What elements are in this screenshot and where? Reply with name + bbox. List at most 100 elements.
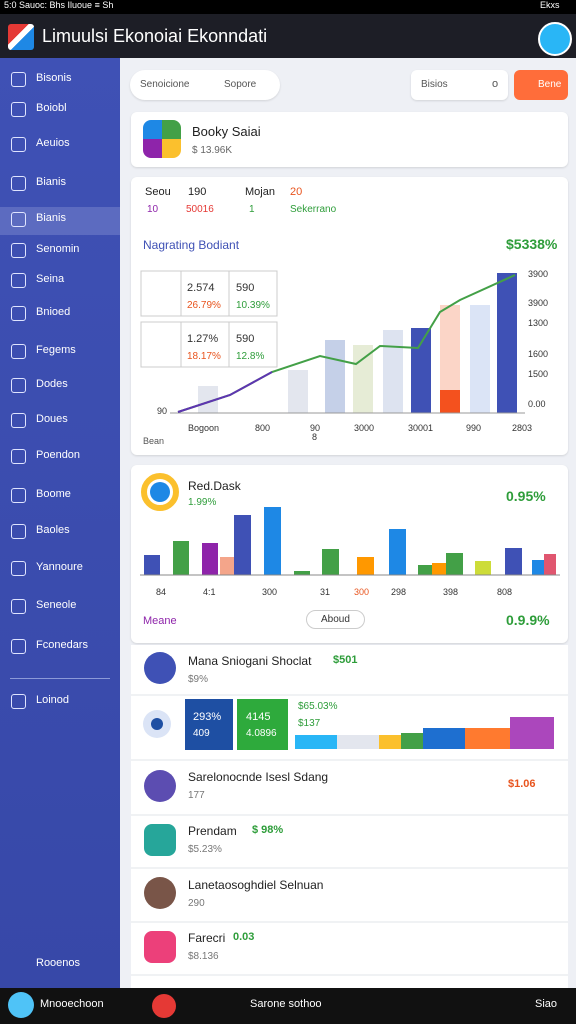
second-chart-bars xyxy=(140,473,560,576)
nav-item[interactable]: Poendon xyxy=(36,449,81,461)
tile-value: 409 xyxy=(193,728,210,739)
tile-value: 2.574 xyxy=(187,282,215,294)
nav-item[interactable]: Bisonis xyxy=(36,72,72,84)
nav-item[interactable]: Yannoure xyxy=(36,561,83,573)
nav-item[interactable]: Seina xyxy=(36,273,65,285)
axis-label: 808 xyxy=(497,587,513,597)
row-title[interactable]: Farecri xyxy=(188,931,226,945)
action-button[interactable] xyxy=(514,70,568,100)
row-badge: $ 98% xyxy=(252,824,284,836)
row-title[interactable]: Prendam xyxy=(188,824,237,838)
stats-row-graphics xyxy=(143,699,554,750)
profile-name: Booky Saiai xyxy=(192,124,261,139)
row-title[interactable]: Lanetaosoghdiel Selnuan xyxy=(188,878,324,892)
axis-label: 3900 xyxy=(528,269,549,279)
button-label[interactable]: Bene xyxy=(538,79,562,90)
tile-value: 4145 xyxy=(246,711,271,723)
divider xyxy=(10,678,110,679)
nav-item[interactable]: Fconedars xyxy=(36,639,88,651)
axis-label: 8 xyxy=(312,432,318,442)
nav-icon xyxy=(11,72,26,87)
search-input[interactable]: Senoicione xyxy=(140,79,190,90)
axis-label: 2803 xyxy=(512,423,533,433)
chart-title: Nagrating Bodiant xyxy=(143,238,240,252)
stat-value: 10 xyxy=(147,204,159,215)
header xyxy=(0,14,576,58)
status-text: 5:0 Sauoc: Bhs Iluoue ≡ Sh xyxy=(4,0,114,10)
chart-subtitle: 1.99% xyxy=(188,497,217,508)
axis-label: 4:1 xyxy=(203,587,216,597)
username: Mnooechoon xyxy=(40,998,104,1010)
row-title[interactable]: Mana Sniogani Shoclat xyxy=(188,654,312,668)
axis-label: 90 xyxy=(157,406,168,416)
nav-icon xyxy=(11,243,26,258)
axis-label: 990 xyxy=(466,423,482,433)
row-badge: $1.06 xyxy=(508,778,536,790)
nav-item[interactable]: Bnioed xyxy=(36,306,71,318)
row-badge: $501 xyxy=(333,654,358,666)
nav-item[interactable]: Baoles xyxy=(36,524,70,536)
toggle[interactable]: o xyxy=(492,78,499,90)
row-title[interactable]: Sarelonocnde Isesl Sdang xyxy=(188,770,329,784)
record-button[interactable] xyxy=(152,994,176,1018)
nav-item[interactable]: Senomin xyxy=(36,243,80,255)
nav-icon xyxy=(11,212,26,227)
tile-value: 26.79% xyxy=(187,300,221,311)
nav-item[interactable]: Seneole xyxy=(36,599,77,611)
nav-item[interactable]: Loinod xyxy=(36,694,70,706)
row-subtitle: 177 xyxy=(188,790,205,801)
tile-value: 590 xyxy=(236,282,255,294)
nav-icon xyxy=(11,306,26,321)
nav-icon xyxy=(11,102,26,117)
axis-label: 298 xyxy=(391,587,407,597)
stat-label: 20 xyxy=(290,186,303,198)
tile-value: 12.8% xyxy=(236,351,265,362)
axis-label: 300 xyxy=(262,587,278,597)
nav-item[interactable]: Boiobl xyxy=(36,102,67,114)
nav-icon xyxy=(11,561,26,576)
user-avatar[interactable] xyxy=(8,992,34,1018)
axis-label: 1600 xyxy=(528,349,549,359)
search-pill[interactable] xyxy=(130,70,280,100)
nav-item[interactable]: Dodes xyxy=(36,378,68,390)
profile-value: $ 13.96K xyxy=(192,145,233,156)
nav-icon xyxy=(11,599,26,614)
axis-label: 30001 xyxy=(408,423,434,433)
nav-item[interactable]: Rooenos xyxy=(36,957,81,969)
row-badge: 0.03 xyxy=(233,931,255,943)
nav-icon xyxy=(11,344,26,359)
nav-icon xyxy=(11,639,26,654)
chart-change: 0.95% xyxy=(506,488,546,504)
chart-change: 0.9.9% xyxy=(506,612,550,628)
tile-value: 18.17% xyxy=(187,351,221,362)
nav-item[interactable]: Bianis xyxy=(36,212,66,224)
dropdown[interactable]: Sopore xyxy=(224,79,257,90)
search-input[interactable]: Bisios xyxy=(421,79,448,90)
nav-item[interactable]: Boome xyxy=(36,488,71,500)
tile-value: 293% xyxy=(193,711,222,723)
list-icons xyxy=(131,652,568,976)
axis-label: 0.00 xyxy=(528,399,546,409)
nav-icon xyxy=(11,378,26,393)
search-pill[interactable] xyxy=(411,70,508,100)
axis-label: 31 xyxy=(320,587,331,597)
nav-item[interactable]: Doues xyxy=(36,413,68,425)
stat-label: 190 xyxy=(188,186,207,198)
nav-item[interactable]: Fegems xyxy=(36,344,76,356)
nav-icon xyxy=(11,694,26,709)
nav-item[interactable]: Bianis xyxy=(36,176,66,188)
row-value: $137 xyxy=(298,718,321,729)
axis-label: 3000 xyxy=(354,423,375,433)
chart-change: $5338% xyxy=(506,236,558,252)
app-title: Limuulsi Ekonoiai Ekonndati xyxy=(42,26,268,46)
stat-value: Sekerrano xyxy=(290,204,337,215)
nav-item[interactable]: Aeuios xyxy=(36,137,70,149)
tile-value: 10.39% xyxy=(236,300,270,311)
avatar[interactable] xyxy=(538,22,572,56)
axis-title: Bean xyxy=(143,436,165,446)
tile-value: 4.0896 xyxy=(246,728,277,739)
row-value: $65.03% xyxy=(298,701,338,712)
stat-label: Seou xyxy=(145,186,171,198)
dropdown[interactable]: Aboud xyxy=(306,610,365,629)
